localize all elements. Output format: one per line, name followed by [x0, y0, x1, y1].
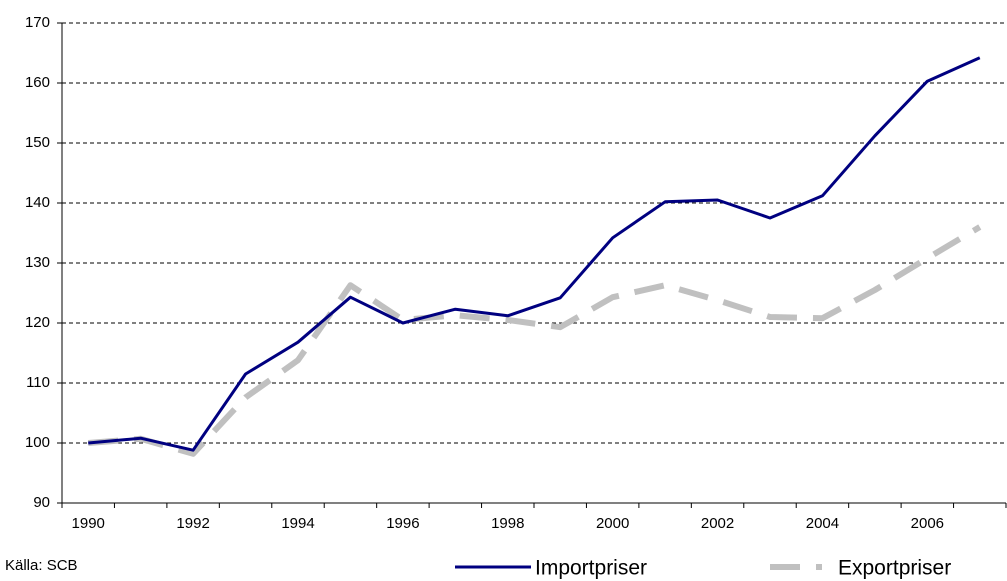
legend-label: Exportpriser	[838, 557, 951, 580]
y-tick-label: 140	[25, 194, 50, 211]
legend-label: Importpriser	[535, 557, 647, 580]
x-tick-label: 1996	[386, 515, 419, 532]
y-tick-label: 100	[25, 434, 50, 451]
x-tick-label: 2004	[806, 515, 839, 532]
source-note: Källa: SCB	[5, 557, 78, 574]
y-tick-label: 120	[25, 314, 50, 331]
x-tick-label: 1992	[176, 515, 209, 532]
x-tick-label: 1990	[72, 515, 105, 532]
y-tick-label: 130	[25, 254, 50, 271]
y-tick-label: 160	[25, 74, 50, 91]
data-line	[87, 224, 982, 457]
x-tick-label: 2000	[596, 515, 629, 532]
y-tick-label: 90	[33, 494, 50, 511]
x-tick-label: 1998	[491, 515, 524, 532]
y-tick-label: 170	[25, 14, 50, 31]
x-tick-label: 2006	[911, 515, 944, 532]
y-tick-label: 150	[25, 134, 50, 151]
data-line	[88, 56, 981, 452]
x-tick-label: 2002	[701, 515, 734, 532]
y-tick-label: 110	[26, 374, 50, 391]
x-tick-label: 1994	[281, 515, 314, 532]
